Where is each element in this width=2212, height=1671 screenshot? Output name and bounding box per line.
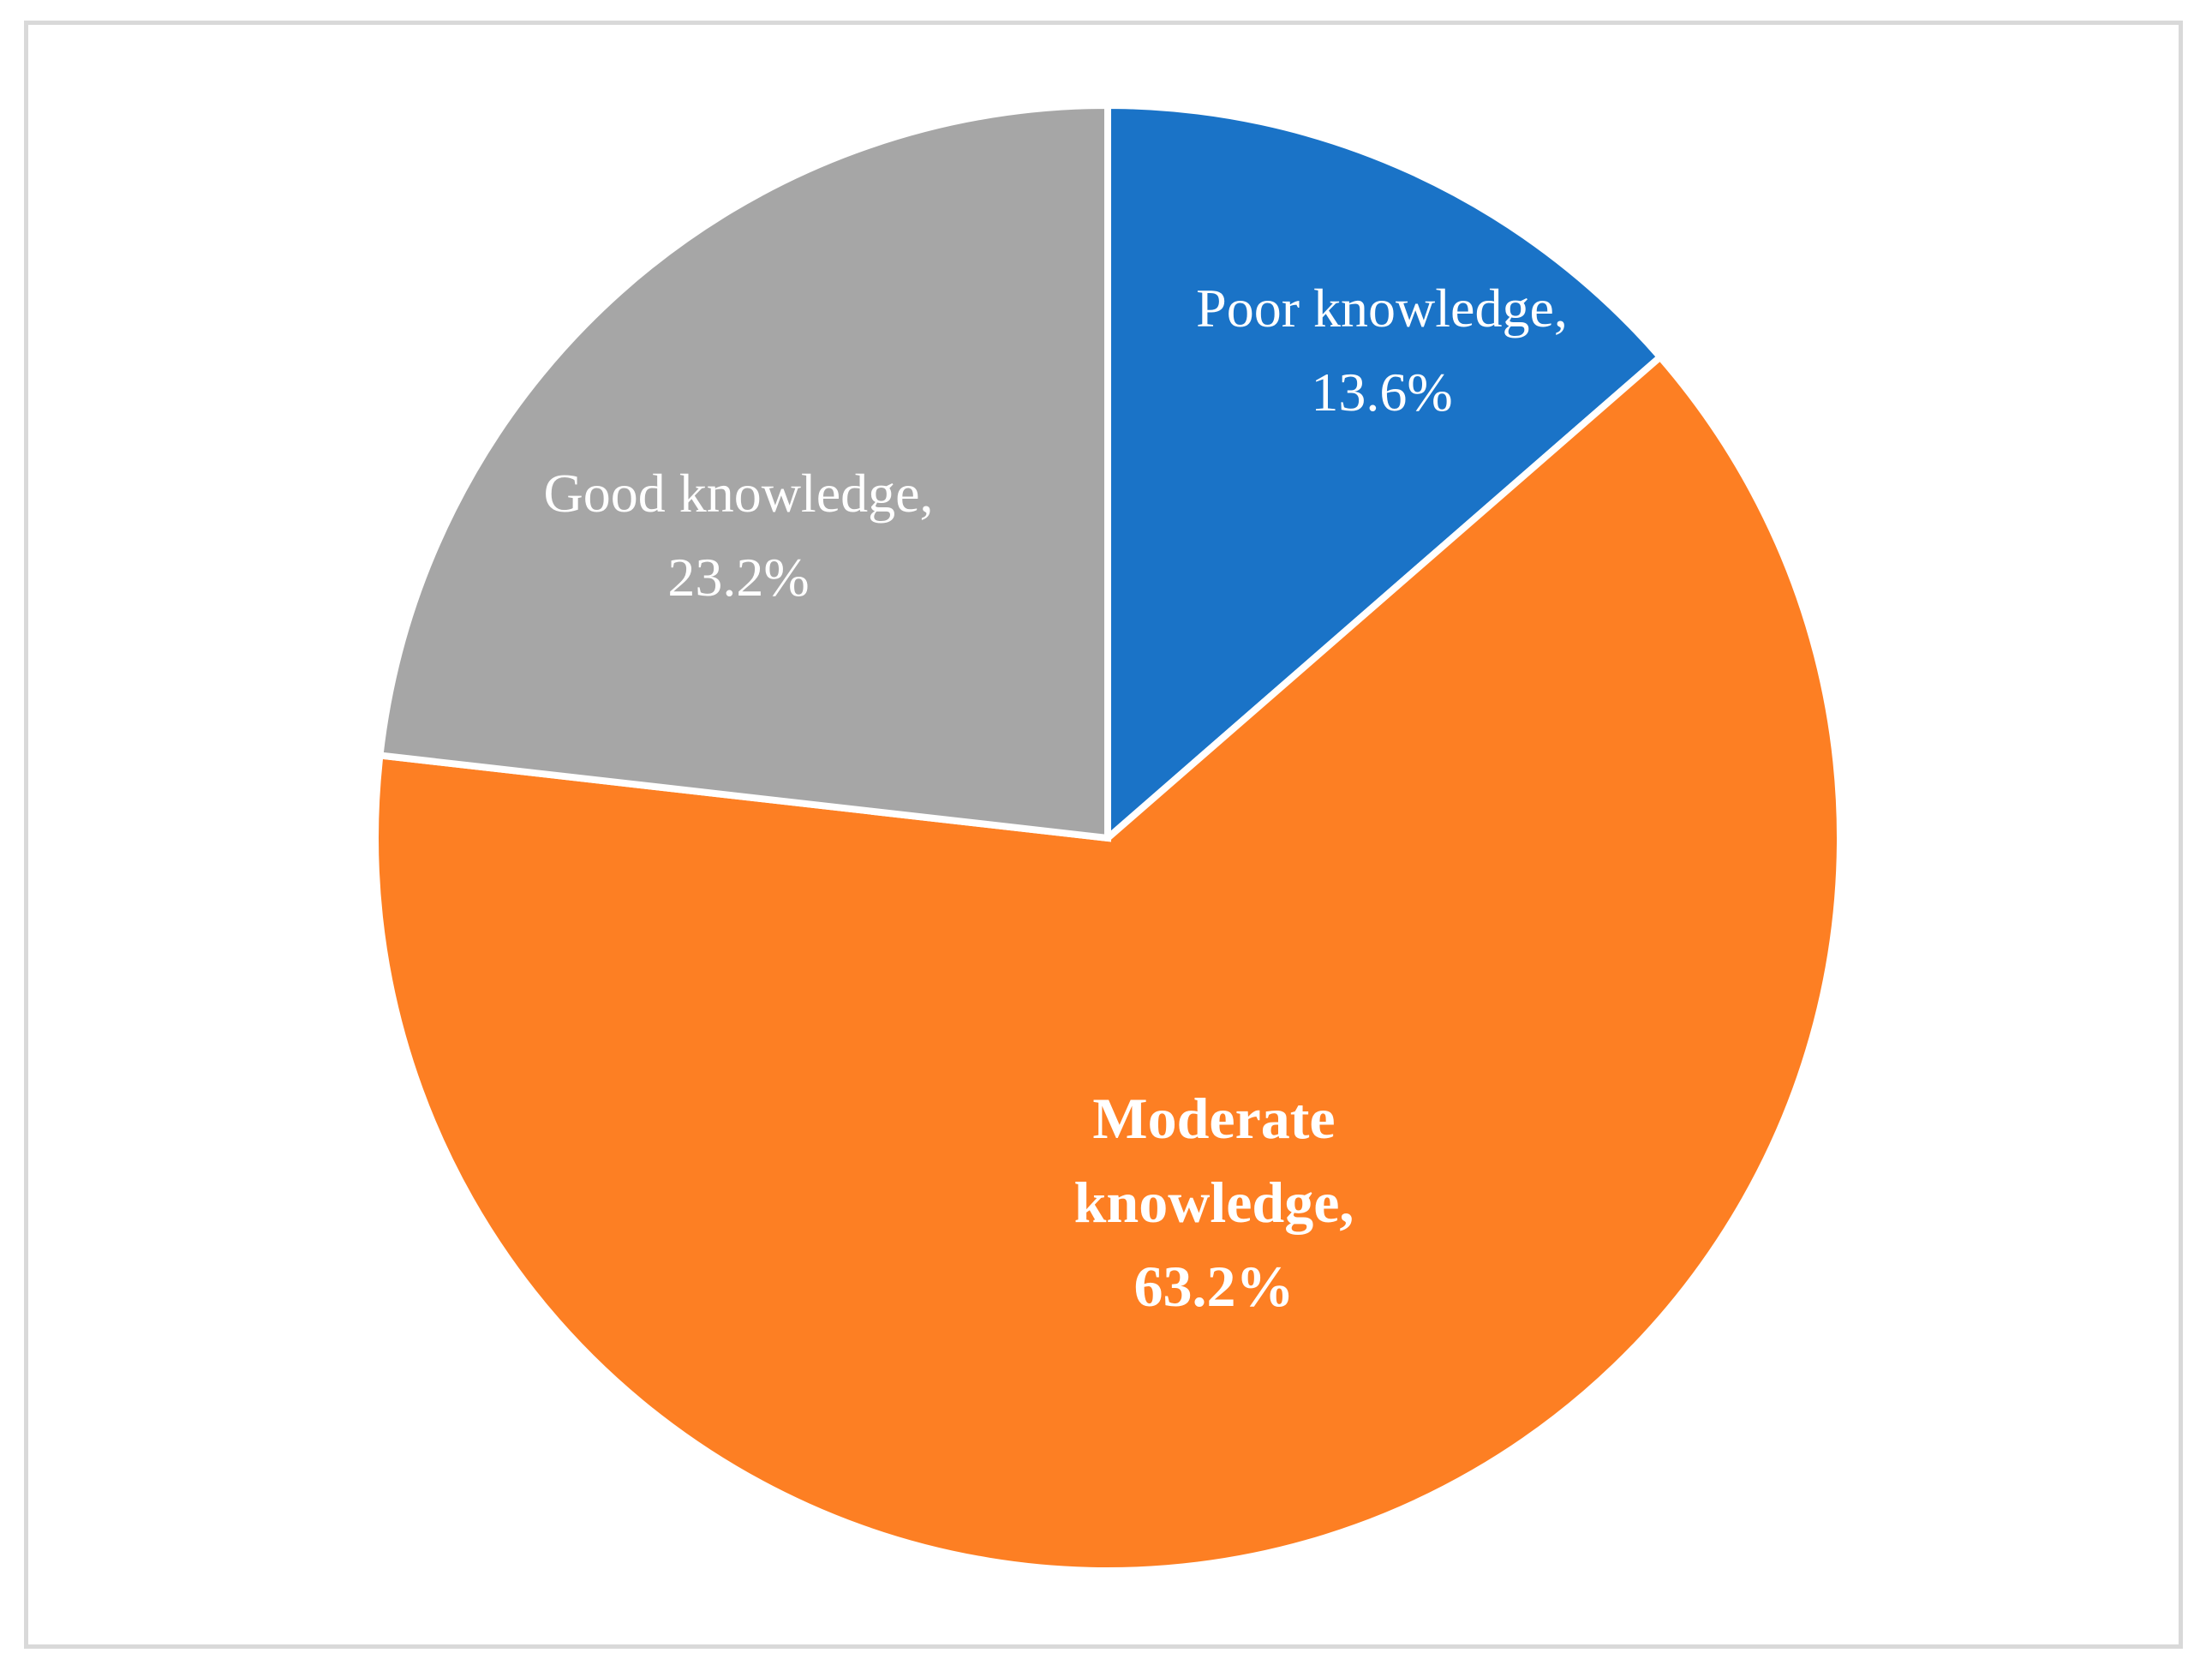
data-label-moderate-knowledge: Moderate knowledge, 63.2% <box>1074 1086 1354 1319</box>
data-label-line: knowledge, <box>1074 1170 1354 1235</box>
pie-slice-moderate-knowledge <box>371 351 1844 1574</box>
data-label-line: Poor knowledge, <box>1196 278 1568 338</box>
data-label-line: Moderate <box>1092 1086 1335 1151</box>
data-label-line: 13.6% <box>1311 362 1452 422</box>
data-label-line: 63.2% <box>1134 1254 1294 1319</box>
pie-slice-poor-knowledge <box>1104 101 1665 846</box>
data-label-good-knowledge: Good knowledge, 23.2% <box>543 463 933 608</box>
pie-labels: Poor knowledge, 13.6% Moderate knowledge, 63… <box>543 278 1567 1319</box>
pie-slice-good-knowledge <box>376 101 1111 842</box>
data-label-line: 23.2% <box>667 547 809 608</box>
data-label-line: Good knowledge, <box>543 463 933 524</box>
pie-slices <box>371 101 1844 1574</box>
data-label-poor-knowledge: Poor knowledge, 13.6% <box>1196 278 1568 422</box>
